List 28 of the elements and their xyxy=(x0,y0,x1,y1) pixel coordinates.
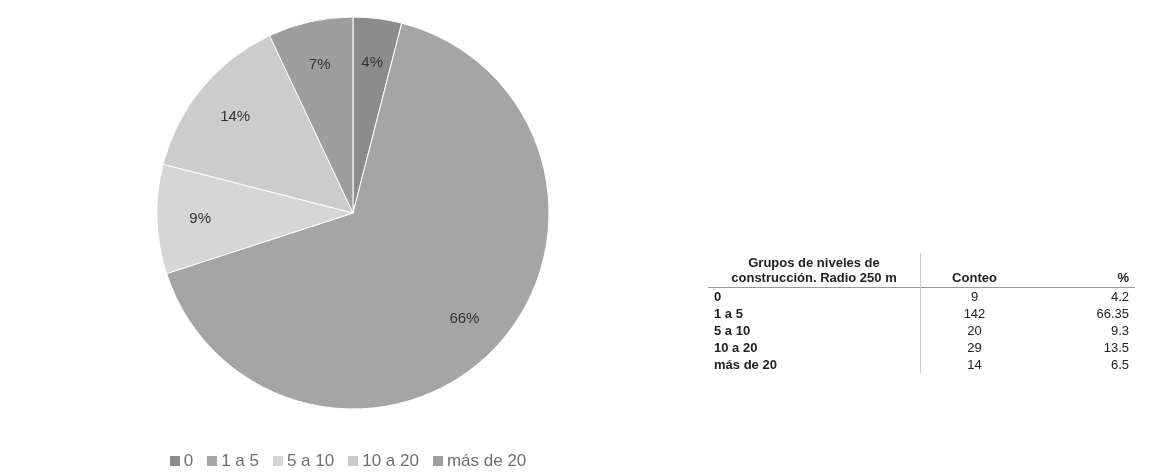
legend-label: 0 xyxy=(183,451,194,471)
data-label: 14% xyxy=(220,107,251,125)
data-label: 9 xyxy=(920,287,1028,305)
data-label: 7% xyxy=(308,55,331,73)
legend-label: más de 20 xyxy=(446,451,527,471)
data-label: 142 xyxy=(920,305,1028,322)
legend-label: 10 a 20 xyxy=(362,451,419,471)
data-label: 6.5 xyxy=(1109,356,1130,373)
data-label: 4% xyxy=(361,52,383,70)
data-label: 66.35 xyxy=(1095,305,1130,322)
category-label: más de 20 xyxy=(713,356,778,373)
category-label: 0 xyxy=(713,288,723,305)
text: % xyxy=(1116,269,1130,287)
data-label: 9% xyxy=(189,209,212,227)
text: Grupos de niveles de construcción. Radio 250 m xyxy=(730,254,898,287)
data-label: 20 xyxy=(920,322,1028,339)
data-label: 66% xyxy=(449,309,480,327)
data-label: 9.3 xyxy=(1109,322,1130,339)
category-label: 1 a 5 xyxy=(713,305,744,322)
legend-label: 5 a 10 xyxy=(286,451,335,471)
text: Conteo xyxy=(920,253,1028,288)
data-label: 4.2 xyxy=(1109,288,1130,305)
data-label: 14 xyxy=(920,356,1028,373)
data-label: 29 xyxy=(920,339,1028,356)
data-label: 13.5 xyxy=(1102,339,1130,356)
legend-label: 1 a 5 xyxy=(221,451,259,471)
category-label: 5 a 10 xyxy=(713,322,752,339)
category-label: 10 a 20 xyxy=(713,339,759,356)
